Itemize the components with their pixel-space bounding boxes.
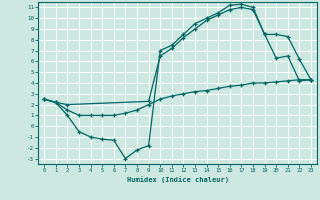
X-axis label: Humidex (Indice chaleur): Humidex (Indice chaleur) (127, 176, 228, 183)
